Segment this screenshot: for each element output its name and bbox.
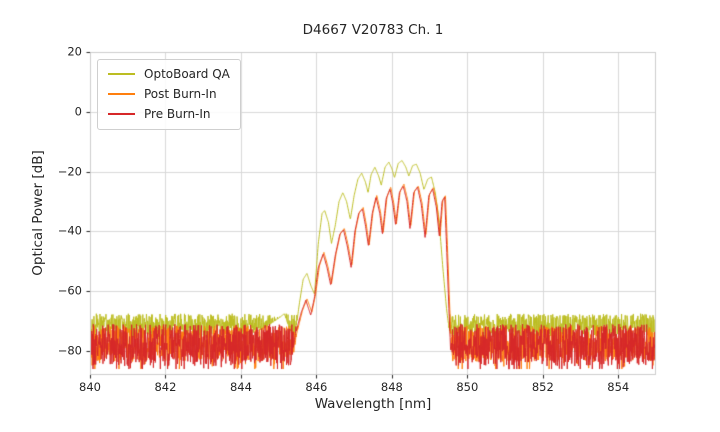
legend-item: OptoBoard QA (108, 67, 230, 81)
x-tick-label: 852 (531, 380, 554, 394)
y-tick-label: −60 (57, 283, 82, 298)
legend-line-swatch (108, 93, 135, 95)
x-tick-label: 848 (380, 380, 403, 394)
x-tick-label: 842 (154, 380, 177, 394)
legend-line-swatch (108, 113, 135, 115)
y-tick-label: −80 (57, 343, 82, 358)
legend-label: Post Burn-In (144, 87, 217, 101)
legend-item: Post Burn-In (108, 87, 230, 101)
y-tick-label: 20 (67, 44, 82, 59)
y-tick-label: −20 (57, 163, 82, 178)
legend-item: Pre Burn-In (108, 107, 230, 121)
legend-label: OptoBoard QA (144, 67, 230, 81)
x-tick-label: 844 (229, 380, 252, 394)
legend-label: Pre Burn-In (144, 107, 211, 121)
x-tick-label: 850 (456, 380, 479, 394)
y-tick-label: −40 (57, 223, 82, 238)
y-tick-label: 0 (74, 104, 82, 119)
y-axis-label: Optical Power [dB] (30, 150, 46, 276)
x-tick-label: 846 (305, 380, 328, 394)
legend: OptoBoard QA Post Burn-In Pre Burn-In (97, 59, 241, 130)
legend-line-swatch (108, 73, 135, 75)
chart-title: D4667 V20783 Ch. 1 (302, 22, 444, 38)
x-tick-label: 840 (79, 380, 101, 394)
x-tick-label: 854 (607, 380, 630, 394)
x-axis-label: Wavelength [nm] (314, 396, 432, 412)
